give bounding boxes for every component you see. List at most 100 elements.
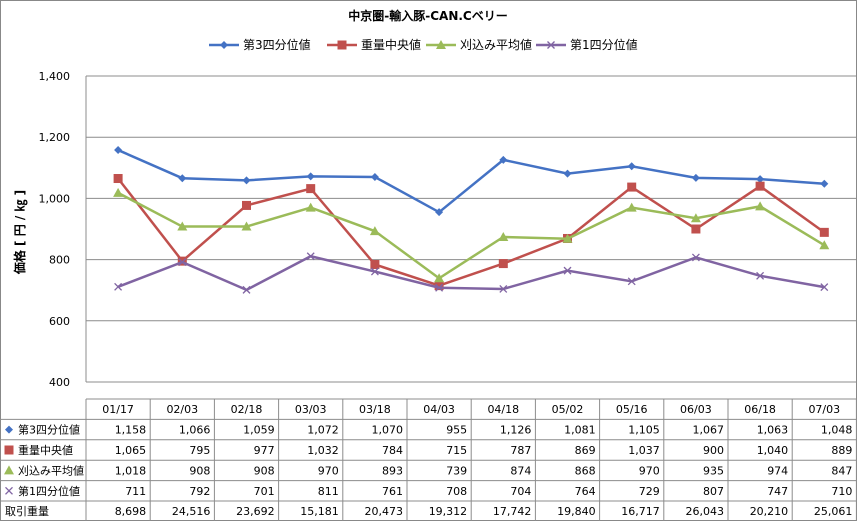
- table-cell: 893: [382, 464, 403, 477]
- data-point: [337, 40, 347, 50]
- table-cell: 784: [382, 444, 403, 457]
- legend-label: 重量中央値: [361, 37, 421, 52]
- table-cell: 868: [575, 464, 596, 477]
- data-point-stroke: [756, 271, 765, 280]
- table-cell: 715: [446, 444, 467, 457]
- data-point: [306, 184, 316, 194]
- data-point: [627, 162, 636, 171]
- data-point-stroke: [627, 277, 636, 286]
- table-cell: 977: [254, 444, 275, 457]
- table-cell: 970: [318, 464, 339, 477]
- data-point: [499, 285, 508, 293]
- x-tick-label: 04/03: [423, 403, 455, 416]
- data-point-stroke: [820, 283, 829, 292]
- data-point: [755, 181, 765, 191]
- table-cell: 908: [254, 464, 275, 477]
- data-point: [114, 146, 123, 155]
- data-point: [563, 266, 572, 275]
- y-tick-label: 1,400: [39, 70, 71, 83]
- data-point: [627, 182, 637, 192]
- legend: 第3四分位値 重量中央値 刈込み平均値 第1四分位値: [209, 37, 638, 52]
- table-cell: 955: [446, 424, 467, 437]
- data-point: [4, 465, 14, 475]
- table-cell: 787: [510, 444, 531, 457]
- data-point: [370, 172, 379, 181]
- legend-item: 重量中央値: [327, 37, 421, 52]
- data-point: [691, 224, 701, 234]
- data-point: [819, 240, 830, 250]
- table-row-label: 第1四分位値: [18, 484, 80, 498]
- table-cell: 747: [767, 485, 788, 498]
- table-cell: 889: [831, 444, 852, 457]
- table-cell: 761: [382, 485, 403, 498]
- table-cell: 1,066: [179, 424, 211, 437]
- table-row-label: 第3四分位値: [18, 423, 80, 437]
- data-point: [626, 202, 637, 212]
- data-point: [5, 425, 13, 434]
- series-line: [117, 254, 825, 292]
- data-point: [756, 175, 765, 184]
- x-tick-label: 05/02: [552, 403, 584, 416]
- table-cell: 970: [639, 464, 660, 477]
- table-cell: 16,717: [621, 505, 660, 518]
- data-point: [435, 208, 444, 217]
- table-cell: 19,312: [429, 505, 468, 518]
- x-tick-label: 02/03: [166, 403, 198, 416]
- table-cell: 1,065: [115, 444, 147, 457]
- table-row-label: 重量中央値: [18, 443, 73, 457]
- data-point: [755, 201, 766, 211]
- y-tick-label: 1,200: [39, 131, 71, 144]
- table-cell: 1,037: [628, 444, 660, 457]
- data-point: [178, 258, 187, 267]
- table-cell: 869: [575, 444, 596, 457]
- data-point: [5, 486, 13, 495]
- table-row-label: 取引重量: [5, 504, 49, 518]
- table-cell: 1,040: [757, 444, 789, 457]
- x-tick-label: 03/18: [359, 403, 391, 416]
- data-point-stroke: [5, 486, 13, 495]
- table-cell: 711: [125, 485, 146, 498]
- data-point: [756, 271, 765, 280]
- data-point-stroke: [563, 266, 572, 275]
- table-cell: 1,032: [307, 444, 339, 457]
- data-point: [499, 155, 508, 164]
- table-cell: 874: [510, 464, 531, 477]
- data-point-stroke: [178, 258, 187, 267]
- table-cell: 15,181: [300, 505, 339, 518]
- data-point: [498, 231, 509, 241]
- data-point: [819, 227, 829, 237]
- table-cell: 1,067: [693, 424, 725, 437]
- data-point: [820, 283, 829, 292]
- data-point: [369, 226, 380, 236]
- table-cell: 847: [831, 464, 852, 477]
- data-point: [306, 252, 315, 261]
- table-cell: 8,698: [115, 505, 147, 518]
- data-point-stroke: [306, 252, 315, 261]
- data-point: [691, 253, 700, 262]
- table-cell: 26,043: [686, 505, 725, 518]
- table-cell: 1,105: [628, 424, 660, 437]
- table-cell: 1,048: [821, 424, 853, 437]
- table-cell: 1,018: [115, 464, 147, 477]
- table-cell: 1,158: [115, 424, 147, 437]
- table-cell: 1,126: [500, 424, 532, 437]
- series-1: [114, 146, 829, 217]
- legend-label: 刈込み平均値: [460, 37, 532, 52]
- y-tick-label: 600: [49, 315, 70, 328]
- data-point: [690, 213, 701, 223]
- y-tick-label: 1,000: [39, 192, 71, 205]
- data-point: [241, 221, 252, 231]
- series-line: [117, 148, 825, 214]
- data-point: [627, 277, 636, 286]
- table-cell: 1,081: [564, 424, 596, 437]
- data-point-stroke: [547, 41, 555, 49]
- table-cell: 20,210: [750, 505, 789, 518]
- chart-title: 中京圏-輸入豚-CAN.Cベリー: [348, 8, 507, 23]
- data-point: [220, 41, 228, 49]
- table-cell: 701: [254, 485, 275, 498]
- series-group: [113, 146, 830, 294]
- table-cell: 908: [189, 464, 210, 477]
- data-point: [177, 221, 188, 231]
